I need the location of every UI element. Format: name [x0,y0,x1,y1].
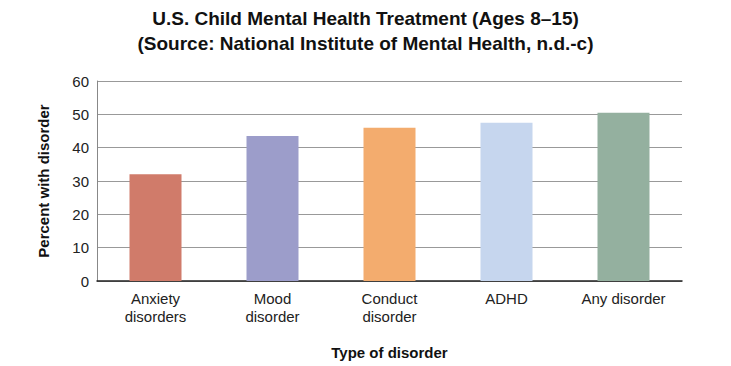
svg-text:Anxiety: Anxiety [131,290,181,307]
svg-text:Any disorder: Any disorder [581,290,665,307]
svg-text:Percent with disorder: Percent with disorder [35,104,52,258]
svg-text:50: 50 [72,106,89,123]
svg-text:U.S. Child Mental Health Treat: U.S. Child Mental Health Treatment (Ages… [152,8,579,29]
svg-text:20: 20 [72,206,89,223]
svg-text:40: 40 [72,139,89,156]
svg-text:disorder: disorder [245,308,299,325]
svg-text:Conduct: Conduct [362,290,419,307]
svg-text:ADHD: ADHD [485,290,528,307]
svg-text:Type of disorder: Type of disorder [331,344,448,361]
svg-text:disorders: disorders [125,308,187,325]
svg-text:10: 10 [72,239,89,256]
svg-text:30: 30 [72,173,89,190]
svg-text:60: 60 [72,73,89,90]
svg-text:Mood: Mood [254,290,292,307]
svg-text:(Source: National Institute of: (Source: National Institute of Mental He… [137,33,593,54]
svg-text:0: 0 [81,273,89,290]
svg-text:disorder: disorder [362,308,416,325]
